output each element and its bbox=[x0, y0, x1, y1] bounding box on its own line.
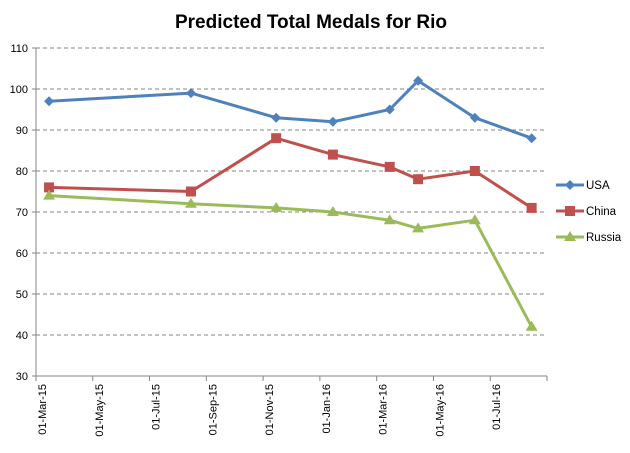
series-russia bbox=[43, 189, 538, 331]
triangle-marker bbox=[564, 231, 576, 241]
diamond-marker bbox=[271, 112, 282, 123]
x-tick-label: 01-Mar-15 bbox=[37, 384, 49, 435]
diamond-marker bbox=[565, 180, 575, 190]
x-tick-label: 01-May-15 bbox=[94, 384, 106, 437]
square-marker bbox=[327, 149, 338, 160]
diamond-marker bbox=[384, 104, 395, 115]
triangle-marker bbox=[326, 206, 339, 216]
x-tick-label: 01-Jan-16 bbox=[321, 384, 333, 434]
series-china bbox=[44, 133, 537, 213]
triangle-marker bbox=[270, 201, 283, 212]
x-tick-label: 01-Mar-16 bbox=[378, 384, 390, 435]
y-tick-label: 70 bbox=[16, 207, 28, 219]
triangle-marker bbox=[184, 197, 197, 208]
chart-title: Predicted Total Medals for Rio bbox=[175, 12, 447, 33]
square-marker bbox=[44, 182, 55, 193]
y-tick-label: 50 bbox=[16, 289, 28, 301]
square-marker bbox=[185, 186, 196, 197]
series-usa bbox=[44, 75, 537, 144]
diamond-marker bbox=[469, 112, 480, 123]
triangle-marker bbox=[525, 320, 538, 331]
y-tick-label: 100 bbox=[10, 84, 28, 96]
triangle-marker bbox=[468, 214, 481, 225]
x-tick-label: 01-Nov-15 bbox=[264, 384, 276, 435]
legend-item-usa: USA bbox=[556, 180, 610, 192]
square-marker bbox=[271, 133, 282, 144]
legend-item-china: China bbox=[556, 206, 617, 218]
y-tick-label: 90 bbox=[16, 125, 28, 137]
diamond-marker bbox=[185, 88, 196, 99]
legend-label: Russia bbox=[586, 232, 622, 244]
diamond-marker bbox=[526, 133, 537, 144]
square-marker bbox=[565, 206, 575, 216]
triangle-marker bbox=[412, 222, 425, 233]
y-tick-label: 60 bbox=[16, 248, 28, 260]
square-marker bbox=[469, 166, 480, 176]
series-line bbox=[48, 79, 533, 140]
legend-label: China bbox=[586, 206, 617, 218]
square-marker bbox=[384, 161, 395, 172]
diamond-marker bbox=[413, 75, 424, 86]
square-marker bbox=[526, 202, 537, 213]
legend-label: USA bbox=[586, 180, 610, 192]
y-tick-label: 80 bbox=[16, 166, 28, 178]
y-tick-label: 40 bbox=[16, 330, 28, 342]
series-line bbox=[48, 136, 533, 210]
y-tick-label: 30 bbox=[16, 371, 28, 383]
x-tick-label: 01-Sep-15 bbox=[207, 384, 219, 435]
x-tick-label: 01-Jul-15 bbox=[151, 384, 163, 430]
x-tick-label: 01-May-16 bbox=[434, 384, 446, 437]
triangle-marker bbox=[43, 189, 56, 200]
square-marker bbox=[413, 174, 424, 185]
x-tick-label: 01-Jul-16 bbox=[491, 384, 503, 430]
diamond-marker bbox=[327, 116, 338, 127]
series-line bbox=[48, 194, 533, 328]
legend-item-russia: Russia bbox=[556, 231, 622, 244]
y-tick-label: 110 bbox=[10, 43, 28, 55]
triangle-marker bbox=[383, 214, 396, 225]
diamond-marker bbox=[44, 96, 55, 107]
